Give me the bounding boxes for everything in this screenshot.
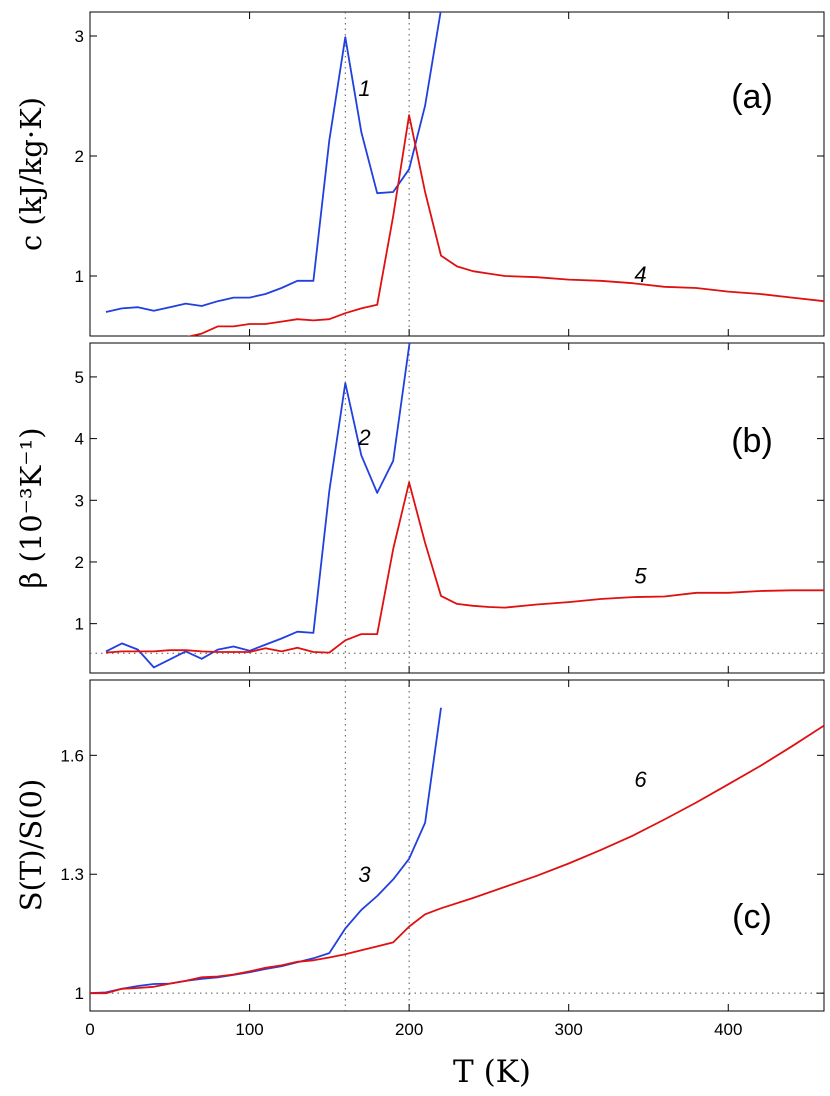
panel-c-series <box>90 707 824 995</box>
x-tick-label: 300 <box>555 1020 583 1039</box>
panel-c-y-axis-label: S(T)/S(0) <box>14 779 48 912</box>
series-line-2 <box>105 343 411 669</box>
panel-a-ytick-label: 1 <box>75 267 84 286</box>
panel-c: 11.31.6 36 (c) S(T)/S(0) <box>14 679 825 1012</box>
panel-c-label: (c) <box>732 898 772 936</box>
panel-c-ytick-label: 1 <box>75 984 84 1003</box>
panel-b-ytick-label: 1 <box>75 615 84 634</box>
panel-a-frame <box>89 11 825 337</box>
panel-a-series <box>105 12 824 336</box>
curve-label-3: 3 <box>358 862 371 887</box>
panel-c-curve-labels: 36 <box>358 767 647 887</box>
curve-label-5: 5 <box>634 564 647 589</box>
panel-b-ytick-label: 4 <box>75 430 84 449</box>
panel-b-y-axis-label: β (10⁻³K⁻¹) <box>14 427 48 588</box>
series-line-5 <box>105 481 824 654</box>
series-line-3 <box>90 707 442 995</box>
panel-a-label: (a) <box>731 78 773 116</box>
curve-label-4: 4 <box>634 262 646 287</box>
x-axis-label: T (K) <box>453 1054 531 1090</box>
series-line-4 <box>186 114 824 336</box>
curve-label-2: 2 <box>357 425 370 450</box>
panel-c-reference-lines <box>90 680 824 1011</box>
panel-a-y-axis-label: c (kJ/kg·K) <box>14 97 48 251</box>
panel-a-reference-lines <box>344 12 410 336</box>
curve-label-6: 6 <box>634 767 647 792</box>
panel-c-frame <box>89 679 825 1012</box>
panel-b-curve-labels: 25 <box>357 425 647 589</box>
panel-b-series <box>105 343 824 669</box>
panel-c-ytick-label: 1.6 <box>60 746 84 765</box>
panel-a-ytick-label: 2 <box>75 147 84 166</box>
panel-a-ticks: 1 2 3 <box>75 12 824 336</box>
panel-b-frame <box>89 342 825 674</box>
x-tick-label: 200 <box>395 1020 423 1039</box>
panel-a-ytick-label: 3 <box>75 27 84 46</box>
panel-a-curve-labels: 14 <box>358 76 646 287</box>
x-tick-label: 0 <box>85 1020 94 1039</box>
panel-a: 123 14 (a) c (kJ/kg·K) <box>14 11 825 337</box>
series-line-6 <box>90 724 824 995</box>
panel-b-ytick-label: 3 <box>75 491 84 510</box>
x-tick-label: 400 <box>714 1020 742 1039</box>
curve-label-1: 1 <box>358 76 370 101</box>
panel-b-label: (b) <box>731 422 773 460</box>
panel-c-ticks: 1 1.3 1.6 <box>60 680 824 1011</box>
panel-b-ytick-label: 2 <box>75 553 84 572</box>
panel-c-ytick-label: 1.3 <box>60 865 84 884</box>
panel-b-ytick-label: 5 <box>75 368 84 387</box>
x-axis-ticks: 0 100 200 300 400 <box>85 1020 742 1039</box>
x-tick-label: 100 <box>235 1020 263 1039</box>
